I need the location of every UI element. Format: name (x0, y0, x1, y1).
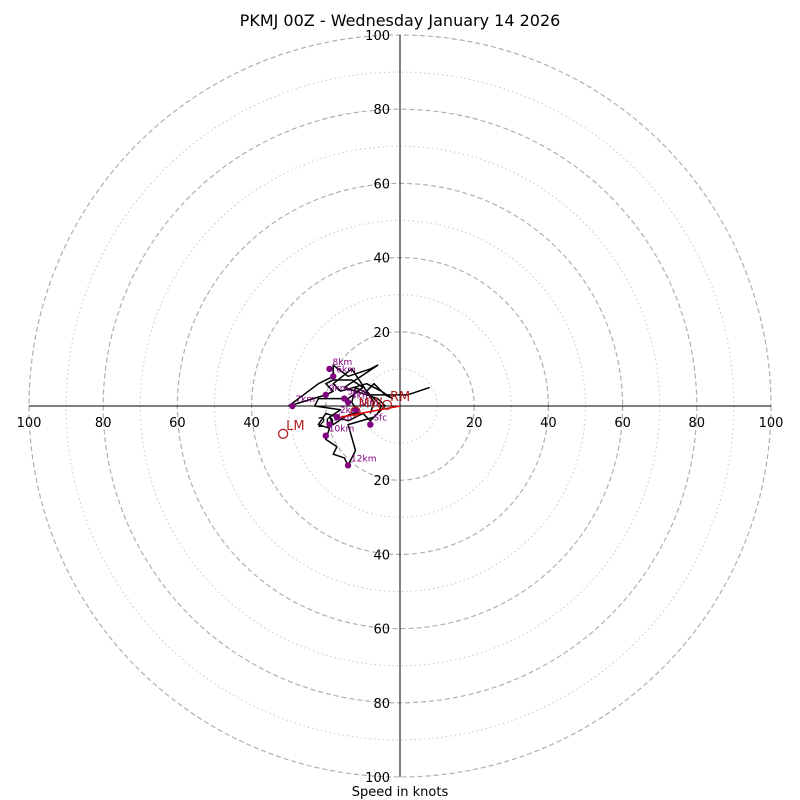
mw-marker (350, 406, 361, 417)
hodograph-trace-group (287, 364, 430, 467)
tick-label-left-40: 40 (243, 416, 260, 431)
storm-motion-group: RM LM MW (277, 390, 410, 439)
x-axis-label: Speed in knots (352, 785, 449, 800)
tick-label-top-80: 80 (373, 103, 390, 118)
level-marker-9km (322, 391, 329, 399)
level-label-8km: 8km (333, 358, 353, 368)
level-label-6km: 6km (336, 365, 356, 375)
level-marker-12km (344, 462, 352, 469)
level-marker-sfc (367, 421, 374, 428)
level-label-3km: 3km (358, 399, 378, 409)
level-marker-2km (333, 413, 341, 421)
level-marker-6km (330, 373, 337, 380)
tick-label-right-100: 100 (759, 416, 784, 431)
tick-label-right-20: 20 (466, 416, 483, 431)
level-marker-8km (326, 365, 333, 373)
rm-marker (381, 399, 393, 411)
tick-label-bottom-60: 60 (373, 623, 390, 638)
level-label-sfc: Sfc (373, 414, 387, 424)
level-marker-7km (289, 402, 296, 410)
tick-label-top-20: 20 (373, 326, 390, 341)
level-label-7km: 7km (295, 395, 315, 405)
tick-label-bottom-80: 80 (373, 697, 390, 712)
chart-title: PKMJ 00Z - Wednesday January 14 2026 (240, 11, 561, 30)
tick-label-right-40: 40 (540, 416, 557, 431)
level-marker-5km (341, 395, 348, 402)
tick-label-right-80: 80 (689, 416, 706, 431)
lm-label: LM (286, 419, 304, 434)
tick-label-right-60: 60 (614, 416, 631, 431)
level-label-9km: 9km (329, 384, 349, 394)
mw-label: MW (358, 397, 382, 412)
tick-label-top-40: 40 (373, 252, 390, 267)
tick-label-bottom-20: 20 (373, 474, 390, 489)
level-label-4km: 4km (351, 391, 371, 401)
tick-label-left-80: 80 (95, 416, 112, 431)
level-label-5km: 5km (347, 388, 367, 398)
level-marker-3km (352, 406, 359, 413)
level-label-12km: 12km (351, 454, 376, 464)
tick-label-bottom-100: 100 (365, 771, 390, 786)
lm-marker (277, 428, 289, 439)
tick-label-bottom-40: 40 (373, 548, 390, 563)
level-label-10km: 10km (329, 425, 354, 435)
level-label-1km: 1km (333, 414, 353, 424)
level-marker-1km (326, 421, 333, 428)
tick-label-left-60: 60 (169, 416, 186, 431)
level-label-2km: 2km (340, 406, 360, 416)
tick-label-top-100: 100 (365, 29, 390, 44)
tick-label-left-100: 100 (17, 416, 42, 431)
rm-label: RM (390, 390, 410, 405)
tick-label-top-60: 60 (373, 177, 390, 192)
hodograph-trace (287, 364, 430, 467)
level-marker-10km (322, 432, 329, 439)
